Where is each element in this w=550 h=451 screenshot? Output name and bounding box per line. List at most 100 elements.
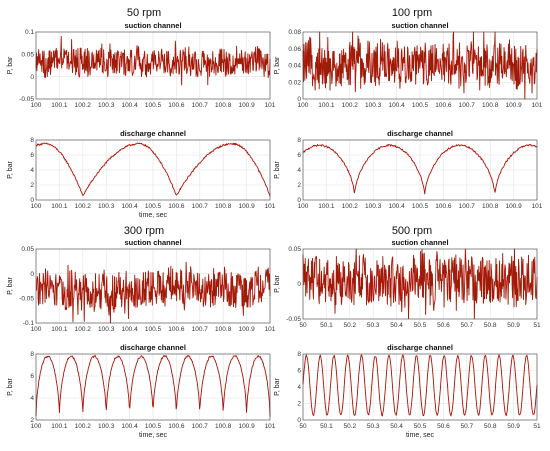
x-tick-label: 100.4 (121, 326, 138, 333)
y-tick-label: 6 (30, 373, 34, 380)
x-tick-label: 50.5 (414, 322, 427, 329)
plot-frame (35, 353, 271, 421)
x-tick-label: 100.3 (365, 203, 382, 210)
x-tick-label: 50 (299, 423, 307, 430)
x-tick-label: 51 (533, 322, 541, 329)
y-axis-label: P, bar (274, 377, 281, 395)
y-tick-label: 8 (297, 351, 301, 358)
x-tick-label: 100.8 (215, 203, 232, 210)
y-tick-label: 0 (30, 197, 34, 204)
x-tick-label: 100.6 (168, 423, 185, 430)
y-tick-label: 0.04 (288, 63, 301, 70)
y-tick-label: 2 (30, 417, 34, 424)
x-tick-label: 100.5 (412, 102, 429, 109)
panels: suction channel 100 100.1 100.2 100.3 100.4 10… (7, 21, 543, 439)
panel-title: suction channel (391, 238, 448, 247)
x-tick-label: 100.7 (459, 102, 476, 109)
panel-4: discharge channel 100 100.1 100.2 100.3 100.4… (274, 129, 543, 210)
series-line-core (35, 142, 271, 197)
y-tick-label: 8 (30, 137, 34, 144)
series-line-core (35, 355, 271, 417)
x-tick-label: 100.3 (98, 102, 115, 109)
y-tick-label: 6 (30, 152, 34, 159)
series-line-core (35, 262, 271, 324)
series-line-core (35, 36, 271, 85)
x-tick-label: 100.1 (318, 203, 335, 210)
x-tick-label: 100.9 (505, 102, 522, 109)
y-tick-label: -0.05 (19, 296, 34, 303)
panel-5: suction channel 100 100.1 100.2 100.3 100.4 10… (7, 238, 276, 333)
x-tick-label: 101 (265, 326, 276, 333)
x-tick-label: 100.7 (459, 203, 476, 210)
x-tick-label: 50.8 (484, 423, 497, 430)
group-title-500rpm: 500 rpm (392, 225, 432, 237)
y-axis-label: P, bar (7, 56, 14, 74)
x-tick-label: 50.6 (437, 423, 450, 430)
y-tick-label: 0.06 (288, 46, 301, 53)
x-tick-label: 100.6 (168, 203, 185, 210)
y-axis-label: P, bar (274, 274, 281, 292)
plot-frame (302, 353, 538, 421)
x-tick-label: 100.5 (145, 203, 162, 210)
y-tick-label: 2 (297, 401, 301, 408)
x-tick-label: 100.9 (238, 203, 255, 210)
series-line-core (302, 248, 538, 319)
x-tick-label: 100.6 (168, 102, 185, 109)
x-tick-label: 50.3 (367, 322, 380, 329)
y-axis-label: P, bar (7, 377, 14, 395)
y-tick-label: 0 (30, 74, 34, 81)
x-tick-label: 100.9 (238, 102, 255, 109)
x-axis-label: time, sec (139, 212, 168, 219)
x-tick-label: 100 (298, 102, 309, 109)
x-tick-label: 100 (31, 326, 42, 333)
y-tick-label: 0 (297, 197, 301, 204)
panel-6: discharge channel 100 100.1 100.2 100.3 100.4… (7, 343, 276, 439)
x-tick-label: 100.5 (145, 423, 162, 430)
plot-frame (302, 248, 538, 320)
x-tick-label: 100.4 (121, 423, 138, 430)
x-tick-label: 100.4 (388, 203, 405, 210)
x-tick-label: 100.3 (365, 102, 382, 109)
x-tick-label: 100.1 (318, 102, 335, 109)
x-tick-label: 50.6 (437, 322, 450, 329)
panel-title: suction channel (391, 21, 448, 30)
y-tick-label: 0.1 (25, 29, 34, 36)
plot-frame (302, 31, 538, 100)
panel-1: suction channel 100 100.1 100.2 100.3 100.4 10… (7, 21, 276, 109)
x-tick-label: 100.8 (482, 102, 499, 109)
x-tick-label: 100.6 (435, 102, 452, 109)
x-axis-label: time, sec (139, 432, 168, 439)
x-tick-label: 100.6 (435, 203, 452, 210)
x-tick-label: 101 (532, 102, 543, 109)
x-tick-label: 100.5 (145, 326, 162, 333)
x-tick-label: 101 (265, 102, 276, 109)
x-tick-label: 50.4 (390, 423, 403, 430)
x-tick-label: 101 (265, 423, 276, 430)
x-tick-label: 100.9 (238, 423, 255, 430)
y-tick-label: 8 (297, 137, 301, 144)
y-tick-label: 0.05 (21, 52, 34, 59)
plot-frame (35, 139, 271, 201)
x-tick-label: 100.1 (51, 102, 68, 109)
panel-title: discharge channel (120, 343, 186, 352)
plot-frame (35, 248, 271, 324)
x-tick-label: 100.2 (75, 102, 92, 109)
y-tick-label: 4 (30, 395, 34, 402)
x-tick-label: 100.1 (51, 326, 68, 333)
x-tick-label: 100.1 (51, 203, 68, 210)
x-tick-label: 50.1 (320, 322, 333, 329)
x-tick-label: 100.7 (192, 423, 209, 430)
x-tick-label: 50.5 (414, 423, 427, 430)
x-tick-label: 100.3 (98, 203, 115, 210)
x-tick-label: 50.9 (507, 322, 520, 329)
y-axis-label: P, bar (274, 56, 281, 74)
panel-7: suction channel 50 50.1 50.2 50.3 50.4 50.5 50.… (274, 238, 541, 329)
y-axis-label: P, bar (7, 276, 14, 294)
panel-title: suction channel (124, 238, 181, 247)
panel-title: discharge channel (387, 343, 453, 352)
panel-title: discharge channel (387, 129, 453, 138)
y-tick-label: -0.05 (19, 96, 34, 103)
y-tick-label: 0.08 (288, 29, 301, 36)
series-line-core (302, 354, 538, 417)
x-tick-label: 100.8 (215, 326, 232, 333)
